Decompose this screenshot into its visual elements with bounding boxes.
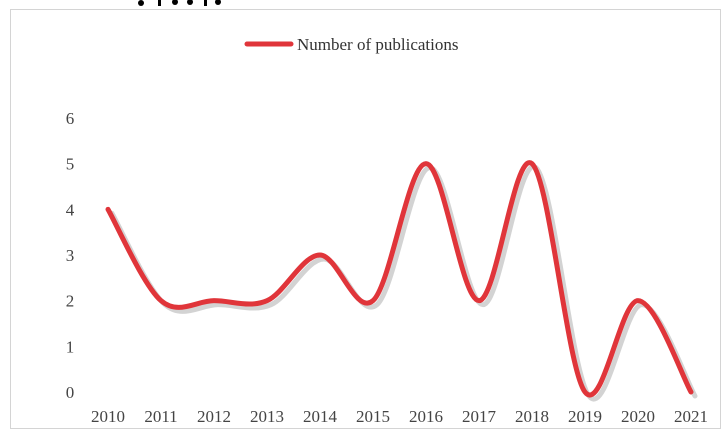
y-tick-label: 4 xyxy=(66,200,75,219)
x-tick-label: 2012 xyxy=(197,407,231,426)
x-tick-label: 2014 xyxy=(303,407,338,426)
chart-frame xyxy=(10,9,721,429)
series-line-number-of-publications xyxy=(105,160,694,398)
y-tick-label: 6 xyxy=(66,109,75,128)
y-tick-label: 2 xyxy=(66,292,75,311)
y-axis-ticks: 0 1 2 3 4 5 6 xyxy=(66,109,75,402)
x-tick-label: 2018 xyxy=(515,407,549,426)
x-tick-label: 2013 xyxy=(250,407,284,426)
x-tick-label: 2017 xyxy=(462,407,497,426)
x-tick-label: 2019 xyxy=(568,407,602,426)
x-tick-label: 2010 xyxy=(91,407,125,426)
series-layer xyxy=(105,160,698,402)
legend-label: Number of publications xyxy=(297,35,458,54)
cropped-top-text xyxy=(0,0,726,10)
x-tick-label: 2016 xyxy=(409,407,443,426)
y-tick-label: 1 xyxy=(66,337,75,356)
x-tick-label: 2020 xyxy=(621,407,655,426)
y-tick-label: 0 xyxy=(66,383,75,402)
drop-lines xyxy=(106,163,640,392)
cropped-text-fragments xyxy=(138,0,221,6)
legend: Number of publications xyxy=(244,35,458,54)
x-tick-label: 2021 xyxy=(674,407,708,426)
x-axis-ticks: 2010 2011 2012 2013 2014 2015 2016 2017 2018 2019… xyxy=(91,407,708,426)
x-tick-label: 2015 xyxy=(356,407,390,426)
y-tick-label: 3 xyxy=(66,246,75,265)
y-tick-label: 5 xyxy=(66,155,75,174)
x-tick-label: 2011 xyxy=(144,407,177,426)
